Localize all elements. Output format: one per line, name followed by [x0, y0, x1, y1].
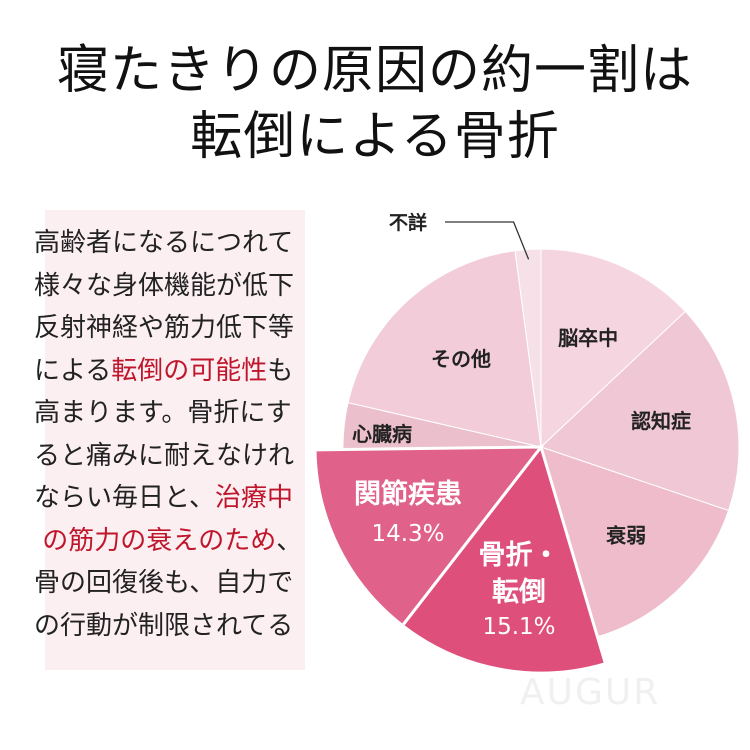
body-text-line: ると痛みに耐えなけれ [34, 435, 314, 478]
body-text-line: ならい毎日と、治療中 [34, 477, 314, 520]
pie-slice [540, 310, 740, 512]
highlighted-text: の筋力の衰えのため [42, 525, 277, 556]
pie-slice [313, 445, 545, 628]
body-text-line: 反射神経や筋力低下等 [34, 307, 314, 350]
slice-label: 心臓病 [352, 422, 412, 446]
pie-slice [347, 250, 542, 448]
text-segment: ならい毎日と、 [34, 483, 215, 513]
body-text-line: の筋力の衰えのため、 [34, 520, 314, 563]
slice-label: 不詳 [389, 211, 427, 234]
slice-label: 衰弱 [605, 523, 646, 547]
text-segment: 高齢者になるにつれて [34, 228, 294, 258]
highlighted-text: 治療中 [214, 483, 293, 513]
slice-value-label: 15.1% [482, 614, 555, 640]
title-line-2: 転倒による骨折 [190, 107, 560, 167]
text-segment: 、 [276, 525, 303, 556]
text-segment: も [267, 355, 294, 386]
text-segment: 様々な身体機能が低下 [34, 270, 295, 301]
text-segment: の行動が制限されてる [34, 610, 294, 641]
pie-slice [540, 446, 730, 638]
slice-label: 脳卒中 [557, 326, 618, 350]
callout-line [445, 221, 530, 260]
slice-value-label: 14.3% [371, 521, 444, 547]
text-segment: 骨の回復後も、自力で [34, 568, 294, 598]
text-segment: 高まります。骨折にす [34, 398, 292, 428]
pie-slice [540, 248, 687, 449]
body-text-line: 高齢者になるにつれて [34, 222, 314, 265]
slice-label: 認知症 [631, 409, 691, 433]
body-text-line: 高まります。骨折にす [34, 392, 314, 435]
slice-label-joint-disease: 関節疾患 [354, 479, 462, 510]
page-title: 寝たきりの原因の約一割は 転倒による骨折 [0, 38, 750, 170]
title-line-1: 寝たきりの原因の約一割は [56, 41, 693, 101]
highlighted-text: 転倒の可能性 [111, 355, 268, 386]
text-segment: ると痛みに耐えなけれ [34, 440, 295, 471]
pie-slice [400, 443, 608, 675]
body-text-line: による転倒の可能性も [34, 350, 314, 393]
body-text-line: 骨の回復後も、自力で [34, 562, 314, 605]
watermark: AUGUR [520, 672, 661, 713]
body-text-line: 様々な身体機能が低下 [34, 265, 314, 308]
slice-label: その他 [431, 347, 491, 371]
text-box-background [45, 210, 305, 670]
body-text: 高齢者になるにつれて 様々な身体機能が低下 反射神経や筋力低下等 による転倒の可能性も… [34, 222, 314, 647]
text-segment: 反射神経や筋力低下等 [34, 313, 295, 343]
text-segment: による [34, 355, 112, 386]
slice-label-fracture-fall: 骨折・転倒 [478, 540, 560, 608]
body-text-line: の行動が制限されてる [34, 605, 314, 648]
